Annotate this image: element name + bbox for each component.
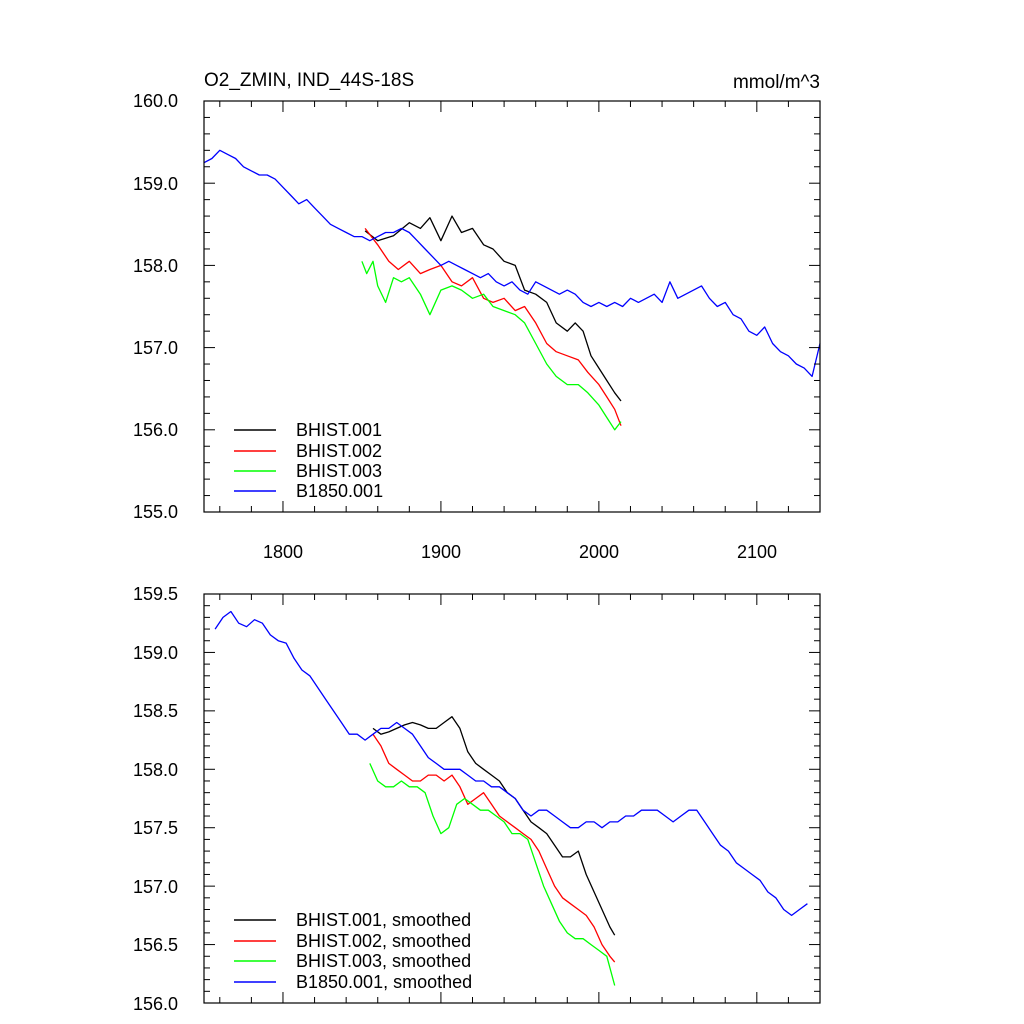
series-line-bhist-002-smoothed <box>372 733 616 963</box>
legend-label-bhist-002-smoothed: BHIST.002, smoothed <box>296 931 471 951</box>
bottom-y-tick-label: 157.5 <box>133 818 178 838</box>
top-y-tick-label: 156.0 <box>133 420 178 440</box>
series-line-bhist-001 <box>364 215 622 402</box>
series-line-bhist-003-smoothed <box>369 763 616 986</box>
legend-label-bhist-001: BHIST.001 <box>296 420 382 440</box>
bottom-y-tick-label: 156.5 <box>133 935 178 955</box>
top-y-tick-label: 157.0 <box>133 338 178 358</box>
series-line-bhist-001-smoothed <box>372 716 616 936</box>
top-y-tick-label: 160.0 <box>133 91 178 111</box>
bottom-plot-frame <box>203 593 821 1004</box>
bottom-y-tick-label: 158.0 <box>133 760 178 780</box>
top-title-left: O2_ZMIN, IND_44S-18S <box>204 70 414 91</box>
bottom-y-tick-label: 157.0 <box>133 877 178 897</box>
bottom-ticks <box>204 593 821 1004</box>
top-x-tick-label: 2100 <box>737 542 777 562</box>
legend-label-b1850-001: B1850.001 <box>296 481 383 501</box>
legend-label-b1850-001-smoothed: B1850.001, smoothed <box>296 972 472 992</box>
top-ticks <box>204 100 821 513</box>
series-line-b1850-001-smoothed <box>214 610 808 917</box>
series-line-b1850-001 <box>203 149 821 378</box>
top-series-group <box>203 149 821 431</box>
legend-label-bhist-003-smoothed: BHIST.003, smoothed <box>296 951 471 971</box>
bottom-series-group <box>214 610 808 986</box>
top-x-tick-label: 1900 <box>421 542 461 562</box>
top-panel: O2_ZMIN, IND_44S-18S mmol/m^3 160.0 159.… <box>133 70 821 562</box>
legend-label-bhist-001-smoothed: BHIST.001, smoothed <box>296 910 471 930</box>
top-y-tick-label: 158.0 <box>133 256 178 276</box>
top-x-tick-label: 1800 <box>263 542 303 562</box>
top-y-tick-label: 159.0 <box>133 174 178 194</box>
bottom-legend: BHIST.001, smoothed BHIST.002, smoothed … <box>234 910 472 992</box>
legend-label-bhist-003: BHIST.003 <box>296 461 382 481</box>
bottom-y-tick-label: 159.5 <box>133 584 178 604</box>
series-line-bhist-003 <box>361 260 622 431</box>
series-line-bhist-002 <box>364 228 622 426</box>
legend-label-bhist-002: BHIST.002 <box>296 441 382 461</box>
top-y-tick-label: 155.0 <box>133 502 178 522</box>
top-legend: BHIST.001 BHIST.002 BHIST.003 B1850.001 <box>234 420 383 501</box>
top-y-tick-labels: 160.0 159.0 158.0 157.0 156.0 155.0 <box>133 91 178 522</box>
bottom-y-tick-label: 156.0 <box>133 994 178 1014</box>
bottom-y-tick-label: 159.0 <box>133 643 178 663</box>
top-x-tick-label: 2000 <box>579 542 619 562</box>
top-plot-frame <box>203 100 821 513</box>
top-title-right: mmol/m^3 <box>733 72 820 93</box>
top-x-tick-labels: 1800 1900 2000 2100 <box>263 542 777 562</box>
bottom-y-tick-labels: 159.5 159.0 158.5 158.0 157.5 157.0 156.… <box>133 584 178 1014</box>
bottom-y-tick-label: 158.5 <box>133 701 178 721</box>
bottom-panel: 159.5 159.0 158.5 158.0 157.5 157.0 156.… <box>133 584 821 1014</box>
